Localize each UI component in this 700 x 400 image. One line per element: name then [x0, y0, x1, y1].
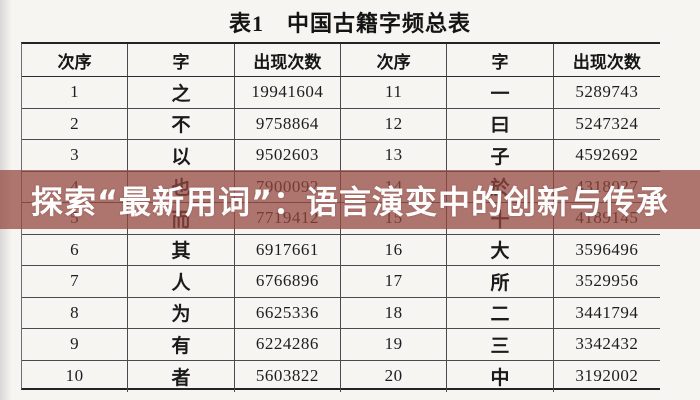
rank-cell: 8	[22, 297, 129, 329]
count-cell: 9758864	[234, 108, 341, 140]
count-cell: 5247324	[553, 109, 660, 140]
count-cell: 9502603	[234, 140, 341, 172]
rank-cell: 17	[341, 266, 448, 298]
rank-cell: 11	[341, 77, 448, 109]
column-header: 字	[447, 44, 554, 77]
char-cell: 者	[128, 360, 235, 392]
count-cell: 6766896	[234, 266, 341, 298]
count-cell: 4592692	[553, 140, 660, 172]
rank-cell: 7	[22, 266, 129, 298]
count-cell: 5289743	[553, 77, 660, 109]
char-cell: 其	[128, 234, 235, 266]
char-cell: 二	[447, 297, 554, 329]
rank-cell: 10	[22, 360, 129, 392]
count-cell: 6625336	[234, 297, 341, 329]
char-cell: 以	[128, 140, 235, 172]
rank-cell: 9	[22, 329, 129, 361]
rank-cell: 2	[22, 108, 129, 140]
table-caption: 表1 中国古籍字频总表	[228, 11, 471, 36]
column-header: 次序	[22, 44, 129, 77]
char-cell: 人	[128, 266, 235, 298]
char-cell: 子	[447, 140, 554, 172]
rank-cell: 18	[341, 297, 448, 329]
banner-text: 探索“最新用词”：语言演变中的创新与传承	[30, 182, 670, 221]
count-cell: 6917661	[234, 234, 341, 266]
char-cell: 之	[128, 77, 235, 109]
column-header: 字	[128, 44, 235, 77]
count-cell: 3596496	[553, 235, 660, 266]
rank-cell: 16	[341, 234, 448, 266]
count-cell: 3441794	[553, 298, 660, 329]
rank-cell: 12	[341, 108, 448, 140]
rank-cell: 13	[341, 140, 448, 172]
column-header: 出现次数	[234, 44, 341, 77]
overlay-banner: 探索“最新用词”：语言演变中的创新与传承	[0, 170, 700, 229]
char-cell: 中	[447, 360, 554, 392]
char-cell: 曰	[447, 108, 554, 140]
count-cell: 3342432	[553, 329, 660, 361]
rank-cell: 1	[22, 77, 129, 109]
count-cell: 6224286	[234, 329, 341, 361]
count-cell: 19941604	[234, 77, 341, 109]
char-cell: 为	[128, 297, 235, 329]
char-cell: 大	[447, 234, 554, 266]
column-header: 次序	[341, 44, 448, 77]
count-cell: 3192002	[575, 366, 639, 386]
rank-cell: 19	[341, 329, 448, 361]
rank-cell: 20	[341, 360, 448, 392]
rank-cell: 3	[22, 140, 129, 172]
count-cell: 3529956	[553, 266, 660, 298]
char-cell: 有	[128, 329, 235, 361]
rank-cell: 6	[22, 234, 129, 266]
column-header: 出现次数	[553, 44, 660, 77]
count-cell: 5603822	[235, 360, 341, 392]
char-cell: 不	[128, 108, 235, 140]
char-cell: 所	[447, 266, 554, 298]
char-cell: 一	[447, 77, 554, 109]
char-cell: 三	[447, 329, 554, 361]
